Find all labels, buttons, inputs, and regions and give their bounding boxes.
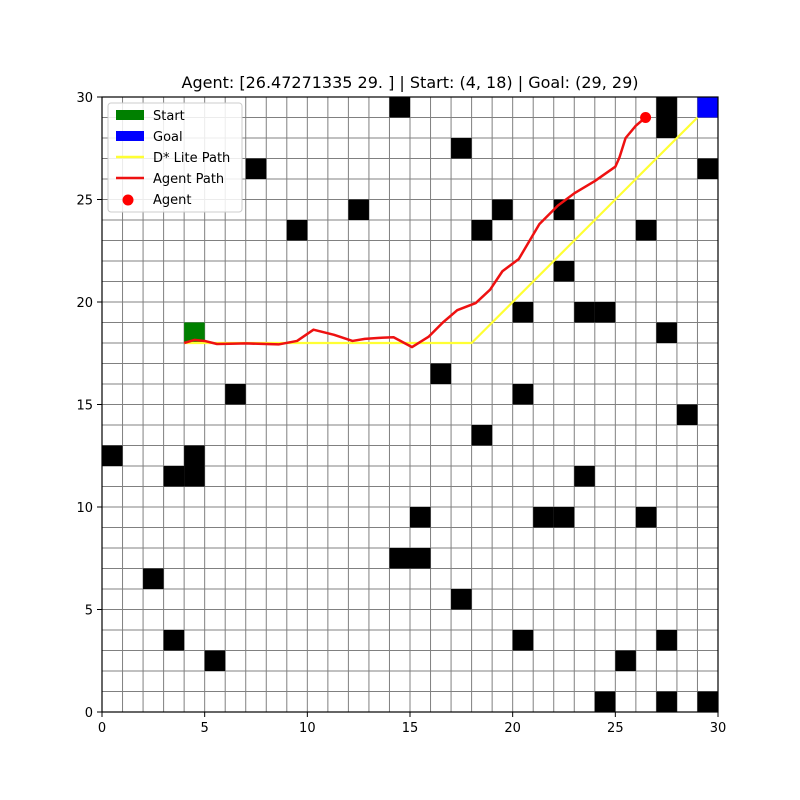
obstacle-cell — [656, 322, 677, 343]
x-tick-label: 20 — [504, 721, 521, 736]
obstacle-cell — [184, 445, 205, 466]
legend-label: Goal — [153, 130, 183, 145]
obstacle-cell — [697, 158, 718, 179]
obstacle-cell — [553, 261, 575, 282]
x-tick-label: 15 — [402, 721, 419, 736]
obstacle-cell — [635, 507, 657, 528]
obstacle-cell — [143, 568, 164, 589]
obstacle-cell — [656, 630, 677, 651]
obstacle-cell — [533, 507, 554, 528]
obstacle-cell — [512, 302, 534, 323]
goal-legend-swatch — [116, 131, 144, 141]
obstacle-cell — [204, 650, 226, 671]
obstacle-cell — [635, 220, 657, 241]
obstacle-cell — [574, 302, 595, 323]
obstacle-cell — [492, 199, 513, 220]
obstacle-cell — [225, 384, 246, 405]
obstacle-cell — [451, 589, 472, 610]
y-tick-label: 15 — [76, 399, 93, 414]
obstacle-cell — [348, 199, 369, 220]
obstacle-cell — [594, 302, 616, 323]
x-tick-label: 30 — [710, 721, 727, 736]
y-tick-label: 20 — [76, 296, 93, 311]
legend-box — [107, 102, 243, 213]
obstacle-cell — [410, 548, 431, 569]
obstacle-cell — [512, 384, 534, 405]
obstacle-cell — [574, 466, 595, 487]
obstacle-cell — [553, 507, 575, 528]
legend: Start Goal D* Lite Path Agent Path Agent — [107, 102, 243, 213]
y-tick-label: 25 — [76, 194, 93, 209]
start-cell — [184, 322, 205, 343]
paths-layer — [183, 112, 699, 349]
obstacle-cell — [656, 117, 677, 138]
legend-label: D* Lite Path — [153, 151, 230, 166]
agent-path-line — [183, 116, 647, 349]
legend-label: Agent Path — [153, 172, 224, 187]
obstacle-cell — [451, 138, 472, 159]
obstacle-cell — [656, 97, 677, 118]
obstacle-cell — [163, 466, 185, 487]
cells-layer — [102, 97, 718, 712]
x-tick-label: 25 — [607, 721, 624, 736]
x-tick-label: 0 — [98, 721, 106, 736]
obstacle-cell — [389, 548, 410, 569]
legend-label: Agent — [153, 193, 191, 208]
axis-ticks: 0 5 10 15 20 25 30 0 5 10 15 20 25 30 — [76, 91, 726, 736]
obstacle-cell — [656, 691, 677, 712]
obstacle-cell — [676, 404, 698, 425]
obstacle-cell — [184, 466, 205, 487]
y-tick-label: 30 — [76, 91, 93, 106]
obstacle-cell — [389, 97, 410, 118]
chart-title: Agent: [26.47271335 29. ] | Start: (4, 1… — [182, 73, 639, 92]
y-tick-label: 5 — [85, 604, 93, 619]
agent-legend-swatch — [122, 194, 134, 206]
y-tick-label: 10 — [76, 501, 93, 516]
obstacle-cell — [594, 691, 616, 712]
obstacle-cell — [286, 220, 308, 241]
obstacle-cell — [410, 507, 431, 528]
obstacle-cell — [102, 445, 123, 466]
obstacle-cell — [471, 220, 493, 241]
goal-cell — [697, 97, 718, 118]
obstacle-cell — [697, 691, 718, 712]
obstacle-cell — [163, 630, 185, 651]
obstacle-cell — [615, 650, 636, 671]
x-tick-label: 5 — [201, 721, 209, 736]
obstacle-cell — [471, 425, 493, 446]
x-tick-label: 10 — [299, 721, 316, 736]
obstacle-cell — [430, 363, 452, 384]
obstacle-cell — [245, 158, 267, 179]
agent-marker — [640, 112, 652, 123]
legend-label: Start — [153, 109, 185, 124]
y-tick-label: 0 — [85, 706, 93, 721]
start-legend-swatch — [116, 110, 144, 120]
obstacle-cell — [512, 630, 534, 651]
